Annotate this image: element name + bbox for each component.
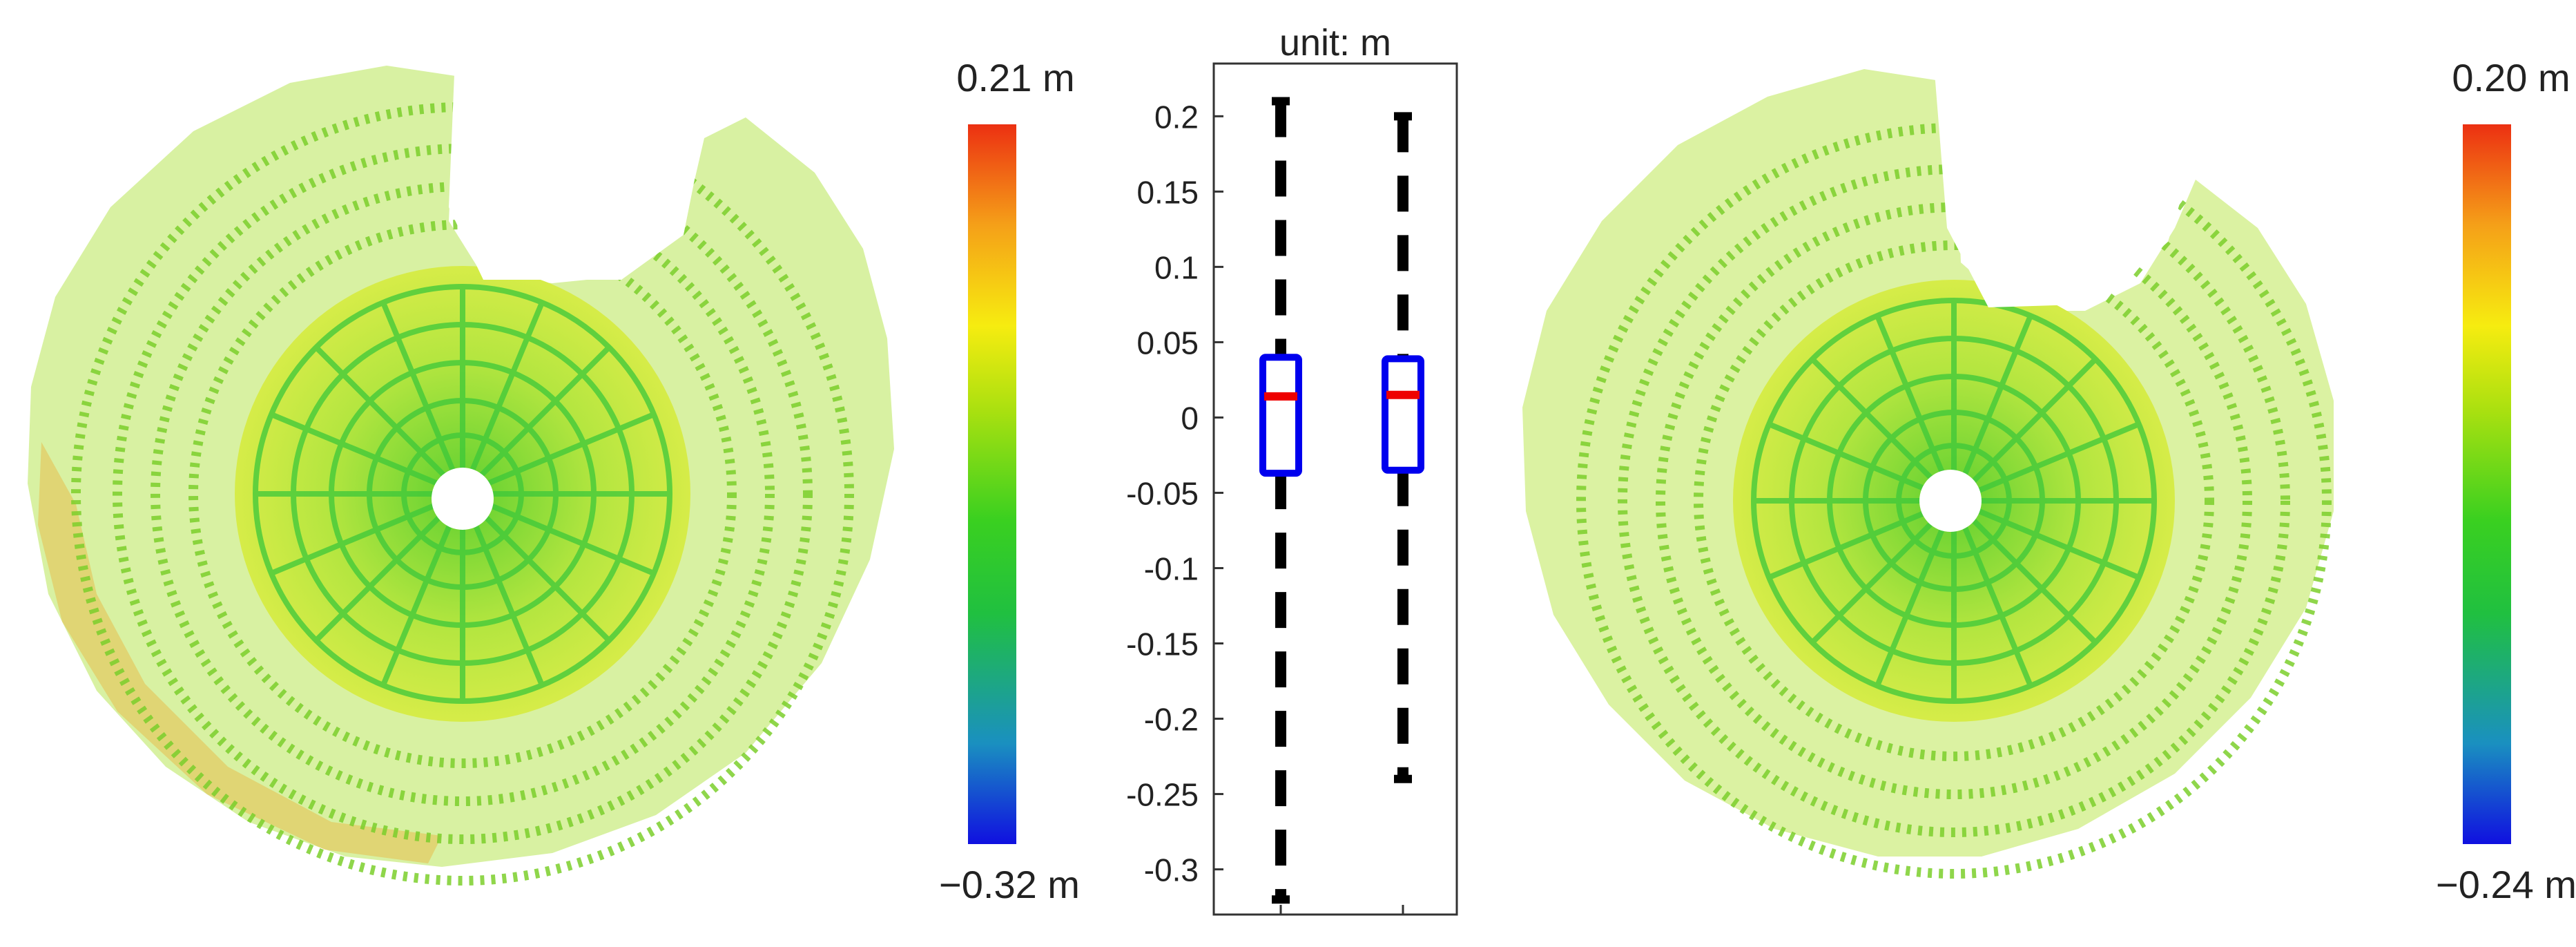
y-tick-label: -0.15 (1126, 626, 1199, 662)
iqr-box (1259, 354, 1302, 477)
right-heatmap-panel (1522, 55, 2334, 879)
y-tick-label: 0.2 (1154, 99, 1199, 135)
left-outer-warm-rim (38, 442, 442, 863)
boxplot-panel: unit: m 0.2 0.15 0.1 0.05 0 -0.05 -0.1 -0.15 -0.… (1126, 22, 1458, 916)
left-colorbar-gradient (968, 124, 1016, 844)
y-tick-label: 0.15 (1136, 174, 1199, 210)
boxplot-boxes (1259, 97, 1424, 904)
y-tick-label: 0.1 (1154, 249, 1199, 285)
y-tick-label: -0.1 (1144, 551, 1199, 586)
left-point-cloud (28, 41, 894, 886)
y-tick-label: 0 (1181, 400, 1199, 436)
right-center-hole (1919, 470, 1982, 532)
y-tick-label: 0.05 (1136, 325, 1199, 361)
boxplot-axes-frame (1212, 62, 1458, 916)
left-center-hole (432, 468, 494, 530)
left-colorbar-max-label: 0.21 m (956, 56, 1074, 99)
right-colorbar-min-label: −0.24 m (2436, 863, 2576, 906)
left-notch (449, 41, 704, 280)
iqr-box (1382, 355, 1424, 474)
boxplot-x-ticks (1279, 905, 1404, 915)
boxplot-y-axis: 0.2 0.15 0.1 0.05 0 -0.05 -0.1 -0.15 -0.2 -0.25 -0… (1126, 99, 1223, 888)
left-colorbar-min-label: −0.32 m (939, 863, 1080, 906)
left-colorbar: 0.21 m −0.32 m (939, 56, 1080, 906)
right-point-cloud (1522, 55, 2334, 879)
left-heatmap-panel (28, 41, 894, 886)
right-notch (1933, 55, 2196, 307)
y-tick-label: -0.05 (1126, 475, 1199, 511)
right-colorbar: 0.20 m −0.24 m (2436, 56, 2576, 906)
y-tick-label: -0.2 (1144, 702, 1199, 738)
right-colorbar-gradient (2463, 124, 2511, 844)
right-colorbar-max-label: 0.20 m (2452, 56, 2570, 99)
y-tick-label: -0.3 (1144, 852, 1199, 888)
y-tick-label: -0.25 (1126, 777, 1199, 813)
boxplot-title: unit: m (1279, 22, 1391, 64)
